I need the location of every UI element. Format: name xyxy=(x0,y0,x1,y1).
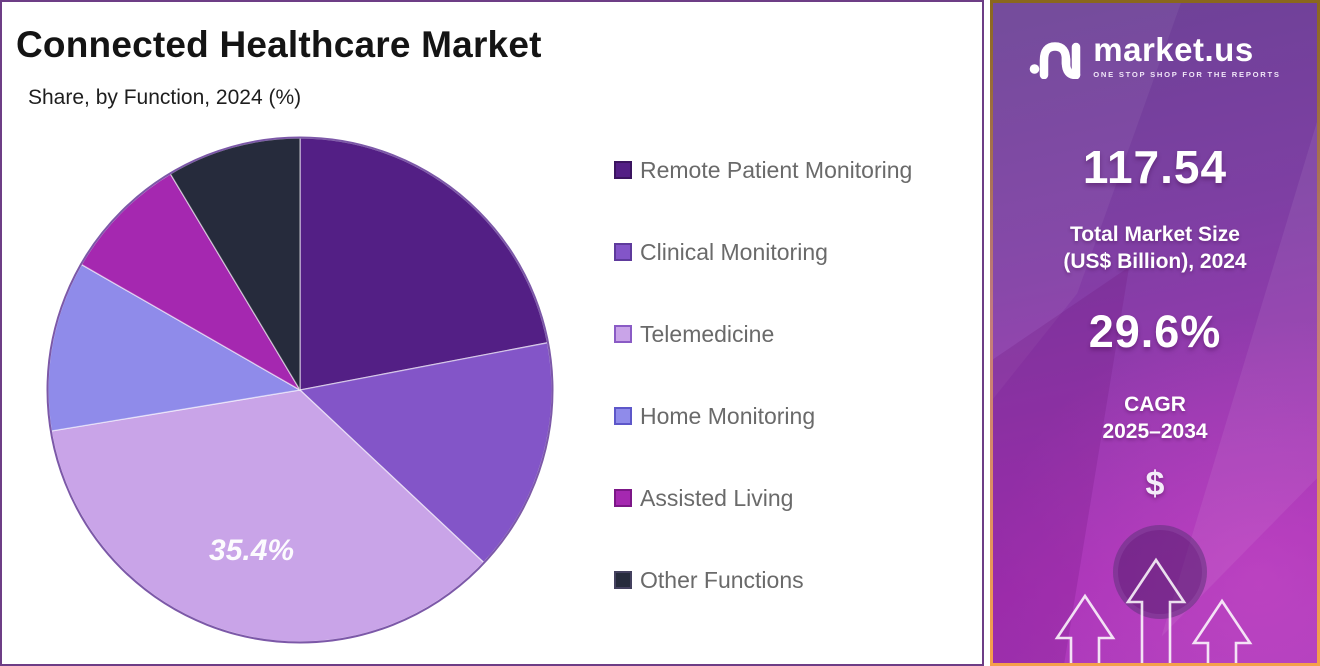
decorative-circle xyxy=(1113,525,1207,619)
legend-item-remote-patient-monitoring: Remote Patient Monitoring xyxy=(614,157,913,183)
legend-label: Remote Patient Monitoring xyxy=(640,157,913,183)
legend-label: Telemedicine xyxy=(640,321,775,347)
pie-slice-label: 35.4% xyxy=(209,534,294,567)
legend-swatch xyxy=(614,325,632,343)
market-size-value: 117.54 xyxy=(1082,141,1228,193)
brand-tagline: ONE STOP SHOP FOR THE REPORTS xyxy=(1093,70,1281,79)
dollar-icon: $ xyxy=(1145,465,1165,503)
cagr-label: CAGR 2025–2034 xyxy=(993,391,1317,446)
legend-swatch xyxy=(614,571,632,589)
legend-swatch xyxy=(614,243,632,261)
legend-label: Clinical Monitoring xyxy=(640,239,828,265)
cagr-label-line2: 2025–2034 xyxy=(1102,420,1208,444)
market-us-logo-icon xyxy=(1029,42,1081,79)
logo-text: market.us ONE STOP SHOP FOR THE REPORTS xyxy=(1093,33,1280,79)
chart-subtitle: Share, by Function, 2024 (%) xyxy=(28,86,302,109)
legend-label: Other Functions xyxy=(640,567,804,593)
legend-item-telemedicine: Telemedicine xyxy=(614,321,912,347)
legend-item-home-monitoring: Home Monitoring xyxy=(614,403,912,429)
market-size-label: Total Market Size (US$ Billion), 2024 xyxy=(993,221,1317,276)
cagr-label-line1: CAGR xyxy=(1124,393,1186,416)
legend-swatch xyxy=(614,407,632,425)
legend: Remote Patient Monitoring Clinical Monito… xyxy=(614,157,913,593)
legend-item-clinical-monitoring: Clinical Monitoring xyxy=(614,239,912,265)
brand-name: market.us xyxy=(1093,31,1254,68)
market-size-label-line1: Total Market Size xyxy=(1070,223,1240,246)
pie-chart: 35.4% xyxy=(46,136,554,644)
side-panel-frame: market.us ONE STOP SHOP FOR THE REPORTS … xyxy=(990,0,1320,666)
legend-swatch xyxy=(614,161,632,179)
growth-arrows xyxy=(1054,557,1253,663)
growth-arrow-left xyxy=(1054,593,1116,663)
page-title: Connected Healthcare Market xyxy=(16,24,542,65)
legend-item-assisted-living: Assisted Living xyxy=(614,485,912,511)
market-size-label-line2: (US$ Billion), 2024 xyxy=(1063,250,1247,274)
legend-label: Assisted Living xyxy=(640,485,794,511)
side-panel: market.us ONE STOP SHOP FOR THE REPORTS … xyxy=(993,3,1317,663)
chart-section: Connected Healthcare Market Share, by Fu… xyxy=(0,0,984,666)
legend-label: Home Monitoring xyxy=(640,403,816,429)
legend-item-other-functions: Other Functions xyxy=(614,567,912,593)
legend-swatch xyxy=(614,489,632,507)
growth-arrow-right xyxy=(1191,598,1253,663)
cagr-value: 29.6% xyxy=(1088,306,1222,357)
logo: market.us ONE STOP SHOP FOR THE REPORTS xyxy=(993,33,1317,79)
growth-arrow-middle xyxy=(1125,557,1187,663)
pie-outline xyxy=(46,136,554,644)
